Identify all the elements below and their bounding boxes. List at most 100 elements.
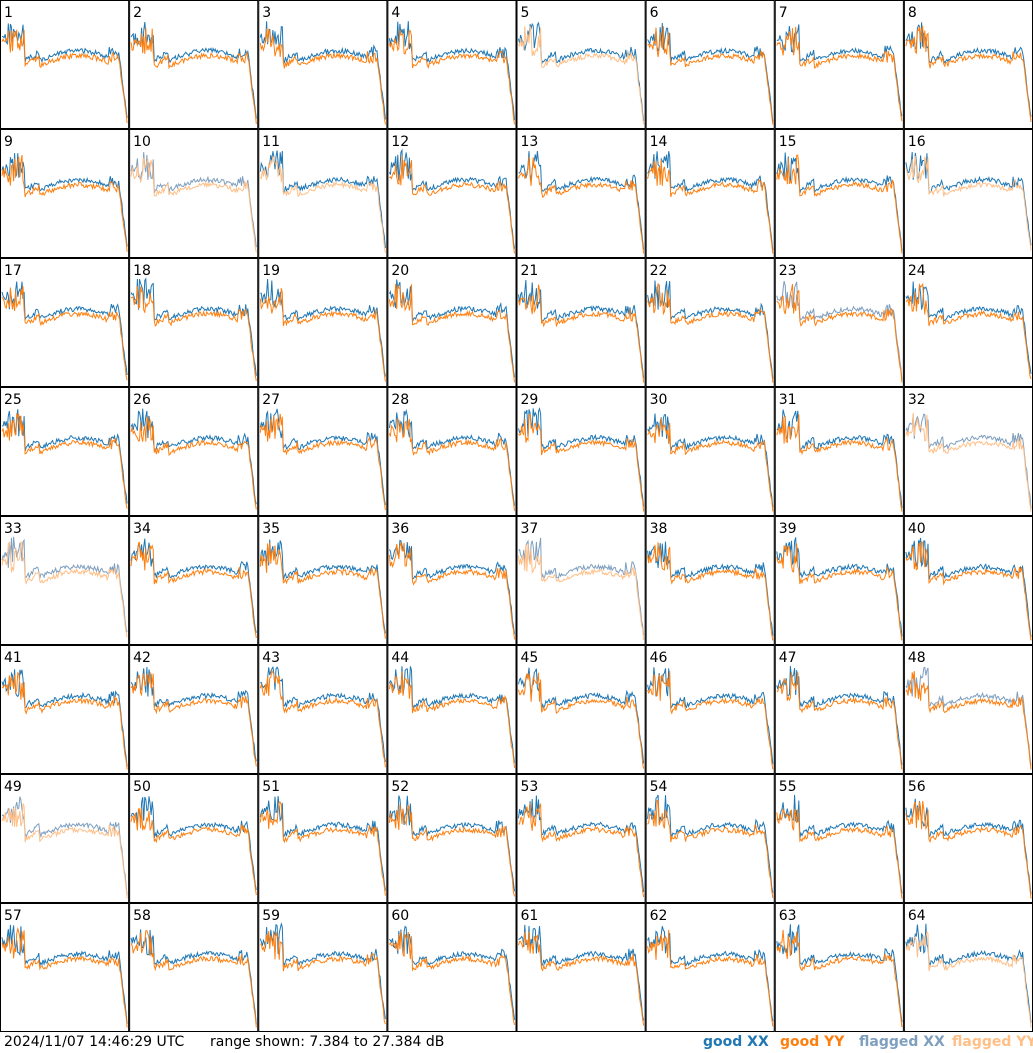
series-yy-good [259, 28, 386, 125]
panel-label: 61 [521, 908, 539, 924]
panel-18: 18 [129, 258, 259, 387]
series-yy-flagged [259, 155, 386, 254]
series-xx-good [130, 538, 257, 633]
series-xx-good [130, 666, 257, 762]
panel-60: 60 [387, 903, 517, 1032]
series-xx-good [259, 539, 386, 634]
panel-64: 64 [903, 903, 1033, 1032]
panel-label: 31 [779, 392, 797, 408]
series-yy-good [1, 671, 128, 770]
series-yy-good [130, 929, 257, 1028]
panel-5: 5 [516, 0, 646, 129]
panel-50: 50 [129, 774, 259, 903]
panel-label: 16 [908, 134, 926, 150]
series-yy-good [388, 29, 515, 125]
panel-frame [774, 387, 904, 516]
panel-frame [516, 258, 646, 387]
series-xx-good [388, 539, 515, 635]
series-yy-good [1, 926, 128, 1028]
series-xx-good [1, 409, 128, 504]
panel-frame [387, 774, 517, 903]
series-yy-good [388, 804, 515, 897]
panel-label: 22 [650, 263, 668, 279]
panel-frame [903, 516, 1033, 645]
panel-label: 21 [521, 263, 539, 279]
series-xx-good [518, 21, 645, 121]
series-yy-good [647, 671, 774, 770]
panel-label: 35 [262, 521, 280, 537]
panel-frame [903, 645, 1033, 774]
panel-label: 30 [650, 392, 668, 408]
panel-frame [129, 129, 259, 258]
panel-frame [774, 129, 904, 258]
panel-frame [903, 129, 1033, 258]
panel-22: 22 [645, 258, 775, 387]
panel-frame [516, 774, 646, 903]
panel-frame [129, 387, 259, 516]
series-yy-good [130, 286, 257, 381]
panel-frame [0, 516, 130, 645]
series-yy-good [905, 671, 1032, 770]
series-xx-good [259, 795, 386, 891]
panel-54: 54 [645, 774, 775, 903]
series-xx-good [389, 925, 515, 1020]
panel-49: 49 [0, 774, 130, 903]
series-yy-good [260, 930, 386, 1025]
panel-frame [0, 903, 130, 1032]
panel-23: 23 [774, 258, 904, 387]
panel-frame [0, 0, 130, 129]
series-yy-good [647, 799, 774, 898]
series-xx-good [388, 148, 515, 249]
series-xx-good [259, 921, 386, 1020]
panel-label: 6 [650, 5, 659, 21]
panel-20: 20 [387, 258, 517, 387]
series-yy-good [1, 154, 128, 252]
series-yy-good [388, 418, 515, 511]
panel-label: 18 [133, 263, 151, 279]
panel-label: 42 [133, 650, 151, 666]
panel-frame [258, 258, 388, 387]
series-yy-good [130, 415, 257, 510]
panel-31: 31 [774, 387, 904, 516]
panel-label: 60 [391, 908, 409, 924]
panel-frame [387, 258, 517, 387]
panel-frame [129, 0, 259, 129]
series-xx-good [260, 278, 386, 377]
series-yy-good [259, 542, 386, 639]
series-yy-good [518, 413, 645, 512]
panel-label: 26 [133, 392, 151, 408]
panel-frame [0, 774, 130, 903]
series-yy-good [776, 414, 903, 512]
panel-34: 34 [129, 516, 259, 645]
panel-44: 44 [387, 645, 517, 774]
panel-label: 57 [4, 908, 22, 924]
panel-2: 2 [129, 0, 259, 129]
panel-label: 5 [521, 5, 530, 21]
panel-frame [903, 258, 1033, 387]
series-yy-good [647, 26, 774, 125]
panel-label: 49 [4, 779, 22, 795]
panel-56: 56 [903, 774, 1033, 903]
panel-label: 54 [650, 779, 668, 795]
series-yy-good [1, 413, 128, 509]
series-xx-good [1, 281, 128, 376]
series-yy-flagged [905, 155, 1032, 251]
series-yy-good [518, 284, 645, 383]
panel-label: 58 [133, 908, 151, 924]
panel-label: 44 [391, 650, 409, 666]
legend-good-xx: good XX [703, 1034, 769, 1050]
panel-35: 35 [258, 516, 388, 645]
panel-label: 51 [262, 779, 280, 795]
series-yy-good [776, 284, 903, 383]
panel-11: 11 [258, 129, 388, 258]
series-yy-good [776, 154, 903, 254]
legend-flagged-yy: flagged YY [952, 1034, 1033, 1050]
series-xx-good [388, 21, 515, 121]
panel-frame [129, 645, 259, 774]
series-yy-good [518, 156, 645, 254]
series-xx-flagged [130, 152, 257, 248]
panel-46: 46 [645, 645, 775, 774]
panel-label: 55 [779, 779, 797, 795]
panel-frame [129, 903, 259, 1032]
